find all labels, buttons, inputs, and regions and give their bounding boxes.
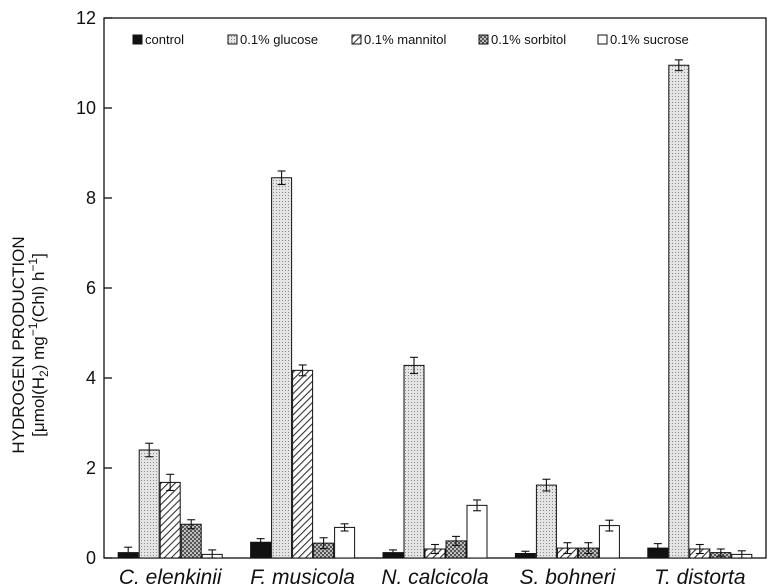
y-tick-label: 12 (76, 8, 96, 28)
legend-swatch (478, 34, 489, 45)
y-tick-label: 10 (76, 98, 96, 118)
bar (535, 484, 557, 559)
y-tick-label: 8 (86, 188, 96, 208)
x-category-label: S. bohneri (520, 566, 617, 588)
legend-swatch (597, 34, 608, 45)
legend-label: 0.1% glucose (240, 32, 318, 47)
bar (138, 449, 160, 559)
legend-label: 0.1% sucrose (610, 32, 689, 47)
bar (271, 177, 293, 559)
y-axis-unit-label: [μmol(H2) mg−1(Chl) h−1] (26, 253, 51, 437)
bar (159, 481, 181, 559)
legend: control 0.1% glucose 0.1% mannitol 0.1% sor… (132, 32, 689, 47)
y-axis-title: HYDROGEN PRODUCTION [μmol(H2) mg−1(Chl) … (9, 236, 51, 453)
bar (334, 526, 356, 559)
bar (403, 364, 425, 559)
plot-area: 0 2 4 6 8 10 12 C. elenkinii F. musicola N. calci… (76, 8, 767, 588)
y-axis-label: HYDROGEN PRODUCTION (9, 236, 28, 453)
legend-swatch (132, 34, 143, 45)
y-tick-label: 0 (86, 548, 96, 568)
legend-label: 0.1% sorbitol (491, 32, 566, 47)
x-category-label: N. calcicola (381, 566, 488, 588)
x-category-label: F. musicola (250, 566, 355, 588)
legend-label: 0.1% mannitol (364, 32, 446, 47)
y-tick-label: 2 (86, 458, 96, 478)
x-category-label: T. distorta (654, 566, 745, 588)
y-tick-label: 4 (86, 368, 96, 388)
y-tick-label: 6 (86, 278, 96, 298)
legend-label: control (145, 32, 184, 47)
legend-swatch (351, 34, 362, 45)
bar (180, 523, 202, 559)
bar (668, 64, 690, 559)
x-category-label: C. elenkinii (119, 566, 223, 588)
bar (292, 369, 314, 559)
bar (466, 504, 488, 559)
plot-frame (103, 17, 767, 559)
legend-swatch (227, 34, 238, 45)
